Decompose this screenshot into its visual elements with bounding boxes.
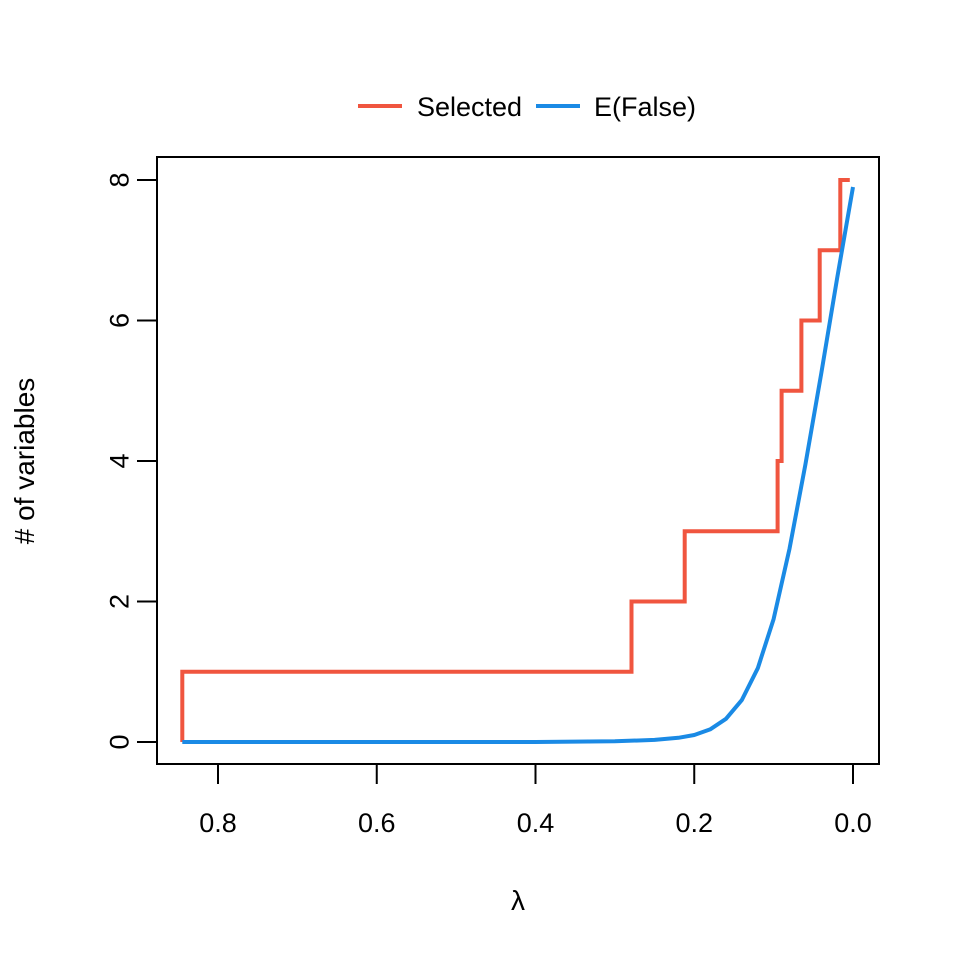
y-tick-label: 0 [104,734,134,749]
series-e-false-line [182,186,855,744]
x-axis-label: λ [511,885,525,916]
y-axis: 0 2 4 6 8 [104,172,158,750]
y-tick-label: 4 [104,453,134,468]
x-tick-label: 0.8 [199,808,237,838]
legend-label-selected: Selected [417,92,522,122]
y-tick-label: 6 [104,313,134,328]
x-tick-label: 0.0 [834,808,872,838]
x-tick-label: 0.4 [517,808,555,838]
legend-label-e-false: E(False) [594,92,696,122]
series-selected-line [180,178,850,742]
y-axis-label: # of variables [9,378,40,545]
series-layer [180,178,855,744]
x-axis: 0.8 0.6 0.4 0.2 0.0 [199,763,872,838]
y-tick-label: 8 [104,172,134,187]
x-tick-label: 0.2 [675,808,713,838]
y-tick-label: 2 [104,594,134,609]
legend: Selected E(False) [358,92,696,122]
x-tick-label: 0.6 [358,808,396,838]
